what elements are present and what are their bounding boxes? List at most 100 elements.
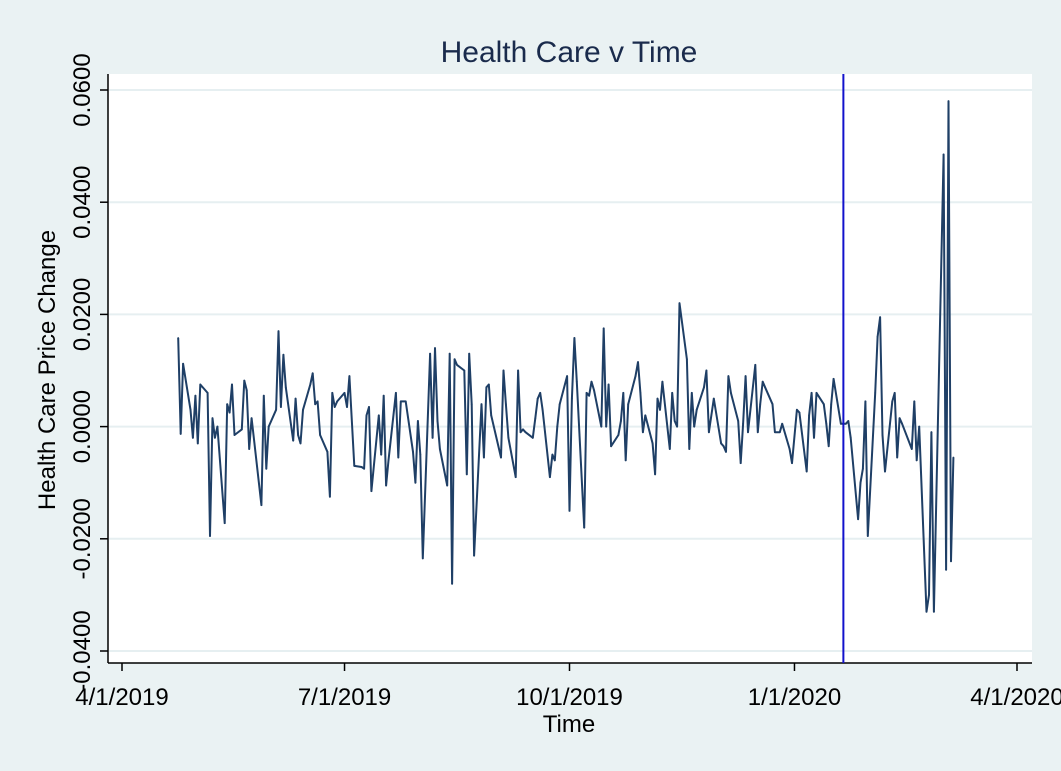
data-point: [245, 389, 248, 391]
data-point: [796, 408, 798, 411]
data-point: [265, 467, 268, 470]
data-point: [610, 445, 612, 448]
data-point: [368, 406, 370, 408]
data-point: [637, 361, 639, 363]
y-tick-label: 0.0600: [69, 53, 96, 126]
data-point: [588, 394, 590, 397]
data-point: [791, 462, 793, 464]
data-point: [380, 453, 383, 456]
data-point: [659, 408, 661, 411]
data-point: [703, 386, 705, 389]
data-point: [226, 403, 229, 406]
data-point: [808, 414, 810, 417]
data-point: [343, 392, 346, 394]
data-point: [248, 448, 251, 450]
data-point: [600, 425, 603, 428]
data-point: [282, 353, 285, 356]
data-point: [605, 425, 608, 428]
data-point: [280, 406, 282, 408]
data-point: [473, 554, 475, 557]
data-point: [822, 403, 825, 406]
y-axis-label: Health Care Price Change: [34, 230, 61, 510]
data-point: [627, 403, 630, 406]
data-point: [930, 431, 933, 434]
data-point: [661, 380, 664, 383]
data-point: [267, 425, 270, 428]
data-point: [177, 337, 180, 339]
data-point: [505, 403, 507, 406]
plot-area: [108, 74, 1032, 663]
data-point: [566, 375, 568, 377]
data-point: [857, 518, 859, 521]
data-point: [725, 450, 727, 453]
data-point: [942, 153, 945, 156]
data-point: [260, 504, 263, 506]
data-point: [744, 375, 747, 377]
data-point: [485, 386, 488, 389]
data-point: [876, 335, 879, 338]
data-point: [891, 400, 894, 403]
data-point: [502, 369, 505, 372]
data-point: [862, 467, 864, 470]
y-tick-label: -0.0400: [69, 610, 96, 691]
chart-title: Health Care v Time: [441, 36, 698, 69]
data-point: [243, 379, 246, 382]
data-point: [913, 400, 916, 403]
data-point: [893, 392, 896, 394]
data-point: [747, 431, 749, 434]
data-point: [370, 490, 373, 492]
data-point: [928, 594, 930, 596]
data-point: [507, 436, 510, 439]
data-point: [453, 358, 456, 361]
data-point: [756, 431, 759, 434]
data-point: [262, 394, 265, 397]
data-point: [487, 383, 490, 386]
data-point: [231, 383, 233, 386]
data-point: [314, 403, 317, 406]
data-point: [456, 364, 458, 366]
data-point: [465, 473, 468, 476]
data-point: [531, 436, 534, 439]
data-point: [316, 400, 319, 403]
x-tick-label: 4/1/2019: [75, 684, 168, 711]
data-point: [233, 434, 236, 436]
data-point: [847, 420, 850, 422]
data-point: [194, 394, 197, 397]
data-point: [778, 431, 781, 434]
series-layer: [177, 100, 955, 613]
data-point: [864, 400, 867, 403]
data-point: [651, 442, 654, 445]
y-tick-label: 0.0000: [69, 390, 96, 463]
data-point: [182, 362, 185, 365]
data-point: [571, 397, 573, 400]
data-point: [402, 400, 405, 403]
data-point: [593, 389, 595, 391]
data-point: [419, 453, 422, 456]
data-point: [360, 466, 363, 468]
data-point: [223, 522, 226, 524]
data-point: [722, 445, 725, 448]
data-point: [668, 448, 671, 450]
data-point: [712, 397, 715, 400]
data-point: [346, 406, 348, 408]
data-point: [705, 369, 708, 372]
data-point: [192, 436, 194, 439]
data-point: [385, 484, 387, 487]
data-point: [933, 610, 935, 613]
data-point: [336, 400, 339, 403]
data-point: [500, 456, 502, 459]
data-point: [514, 476, 517, 478]
data-point: [551, 453, 554, 456]
data-point: [421, 557, 424, 560]
data-point: [536, 397, 539, 400]
data-point: [463, 369, 466, 372]
data-point: [209, 535, 211, 537]
data-point: [708, 431, 710, 434]
data-point: [302, 408, 304, 411]
data-point: [397, 456, 400, 459]
data-point: [414, 481, 417, 484]
data-point: [830, 403, 833, 406]
data-point: [387, 459, 390, 462]
data-point: [333, 406, 336, 408]
